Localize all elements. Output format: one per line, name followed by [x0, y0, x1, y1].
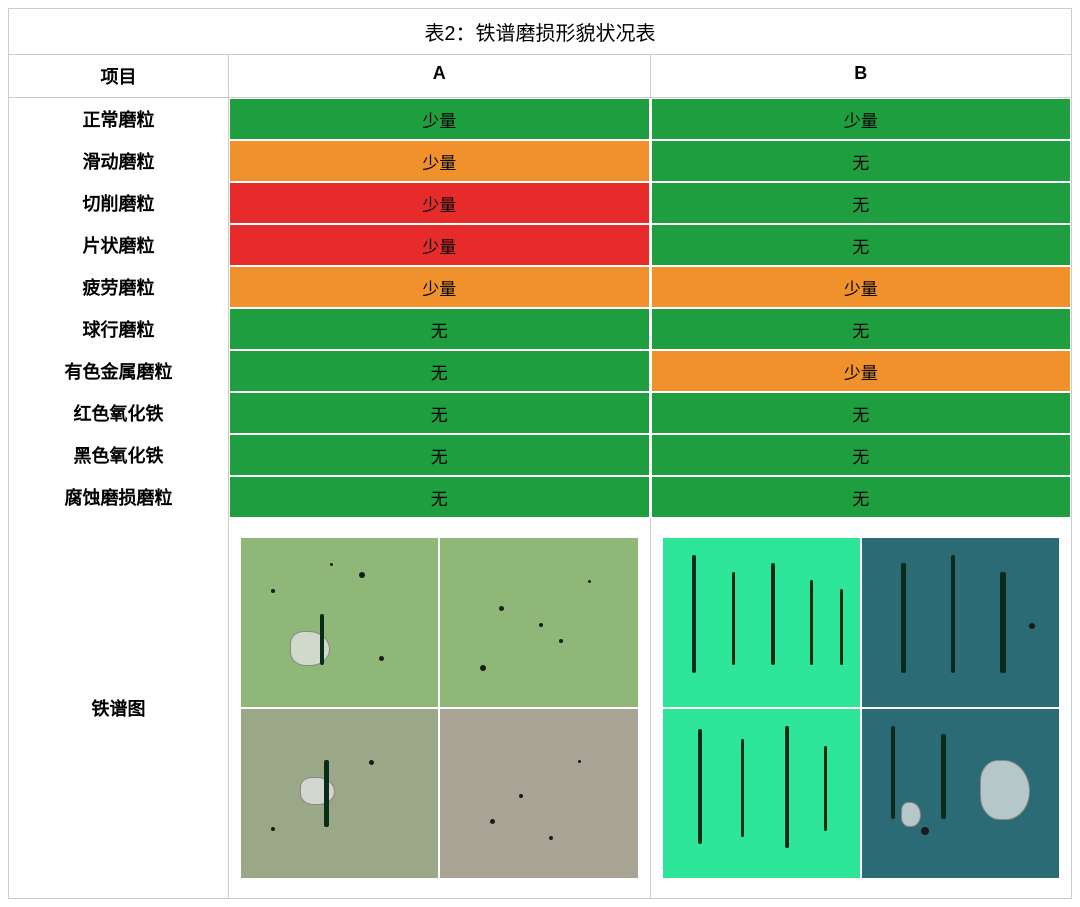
- micrograph-panel: [862, 709, 1059, 878]
- table-header-row: 项目 A B: [9, 55, 1071, 98]
- cell-value-a: 无: [230, 477, 650, 517]
- micrograph-particle: [1029, 623, 1035, 629]
- micrograph-particle: [824, 746, 827, 831]
- cell-value-a: 少量: [230, 99, 650, 139]
- micrograph-particle: [588, 580, 591, 583]
- row-label: 切削磨粒: [9, 182, 229, 224]
- micrograph-particle: [810, 580, 813, 665]
- micrograph-particle: [901, 802, 921, 827]
- row-label: 片状磨粒: [9, 224, 229, 266]
- cell-value-a: 少量: [230, 141, 650, 181]
- micrograph-panel: [862, 538, 1059, 707]
- table-row: 腐蚀磨损磨粒无无: [9, 476, 1071, 518]
- cell-value-b: 少量: [652, 351, 1071, 391]
- micrograph-particle: [480, 665, 486, 671]
- micrograph-particle: [1000, 572, 1006, 673]
- micrograph-particle: [578, 760, 581, 763]
- row-label: 滑动磨粒: [9, 140, 229, 182]
- micrograph-particle: [980, 760, 1030, 820]
- table-row: 片状磨粒少量无: [9, 224, 1071, 266]
- cell-value-b: 无: [652, 477, 1071, 517]
- row-label: 球行磨粒: [9, 308, 229, 350]
- micrograph-particle: [921, 827, 929, 835]
- micrograph-panel: [440, 538, 637, 707]
- row-label: 正常磨粒: [9, 98, 229, 140]
- micrograph-particle: [732, 572, 735, 665]
- table-row: 切削磨粒少量无: [9, 182, 1071, 224]
- image-row-label: 铁谱图: [9, 518, 229, 898]
- micrograph-particle: [941, 734, 946, 819]
- micrograph-particle: [559, 639, 563, 643]
- micrograph-particle: [771, 563, 775, 664]
- micrograph-panel: [241, 538, 438, 707]
- micrograph-particle: [741, 739, 744, 837]
- cell-value-a: 无: [230, 435, 650, 475]
- row-label: 红色氧化铁: [9, 392, 229, 434]
- micrograph-particle: [320, 614, 324, 665]
- micrograph-panel: [241, 709, 438, 878]
- micrograph-particle: [271, 827, 275, 831]
- micrograph-particle: [549, 836, 553, 840]
- cell-value-a: 无: [230, 351, 650, 391]
- micrograph-particle: [359, 572, 365, 578]
- micrograph-particle: [901, 563, 906, 673]
- micrograph-particle: [290, 631, 330, 666]
- image-row: 铁谱图: [9, 518, 1071, 898]
- row-label: 黑色氧化铁: [9, 434, 229, 476]
- micrograph-particle: [891, 726, 895, 819]
- micrograph-panel: [663, 709, 860, 878]
- cell-value-a: 少量: [230, 267, 650, 307]
- table-row: 球行磨粒无无: [9, 308, 1071, 350]
- row-label: 疲劳磨粒: [9, 266, 229, 308]
- micrograph-particle: [539, 623, 543, 627]
- micrograph-particle: [490, 819, 495, 824]
- micrograph-particle: [300, 777, 335, 805]
- ferrograph-image-a: [229, 518, 651, 898]
- micrograph-particle: [379, 656, 384, 661]
- cell-value-a: 少量: [230, 183, 650, 223]
- cell-value-b: 无: [652, 183, 1071, 223]
- cell-value-a: 无: [230, 309, 650, 349]
- row-label: 有色金属磨粒: [9, 350, 229, 392]
- cell-value-b: 无: [652, 435, 1071, 475]
- micrograph-panel: [663, 538, 860, 707]
- header-label: 项目: [9, 55, 229, 97]
- micrograph-particle: [698, 729, 702, 844]
- row-label: 腐蚀磨损磨粒: [9, 476, 229, 518]
- cell-value-b: 少量: [652, 267, 1071, 307]
- table-row: 有色金属磨粒无少量: [9, 350, 1071, 392]
- micrograph-particle: [840, 589, 843, 665]
- cell-value-b: 无: [652, 309, 1071, 349]
- cell-value-a: 无: [230, 393, 650, 433]
- table-body: 正常磨粒少量少量滑动磨粒少量无切削磨粒少量无片状磨粒少量无疲劳磨粒少量少量球行磨…: [9, 98, 1071, 518]
- table-row: 正常磨粒少量少量: [9, 98, 1071, 140]
- micrograph-particle: [499, 606, 504, 611]
- table-title: 表2：铁谱磨损形貌状况表: [9, 9, 1071, 55]
- wear-morphology-table: 表2：铁谱磨损形貌状况表 项目 A B 正常磨粒少量少量滑动磨粒少量无切削磨粒少…: [8, 8, 1072, 899]
- micrograph-particle: [330, 563, 333, 566]
- micrograph-particle: [324, 760, 329, 828]
- micrograph-particle: [692, 555, 696, 673]
- table-row: 红色氧化铁无无: [9, 392, 1071, 434]
- table-row: 疲劳磨粒少量少量: [9, 266, 1071, 308]
- cell-value-b: 无: [652, 393, 1071, 433]
- header-col-b: B: [651, 55, 1072, 97]
- ferrograph-image-b: [651, 518, 1072, 898]
- cell-value-b: 少量: [652, 99, 1071, 139]
- table-row: 黑色氧化铁无无: [9, 434, 1071, 476]
- header-col-a: A: [229, 55, 651, 97]
- cell-value-a: 少量: [230, 225, 650, 265]
- micrograph-particle: [271, 589, 275, 593]
- micrograph-panel: [440, 709, 637, 878]
- cell-value-b: 无: [652, 225, 1071, 265]
- micrograph-particle: [519, 794, 523, 798]
- micrograph-particle: [369, 760, 374, 765]
- table-row: 滑动磨粒少量无: [9, 140, 1071, 182]
- cell-value-b: 无: [652, 141, 1071, 181]
- micrograph-particle: [785, 726, 789, 848]
- micrograph-particle: [951, 555, 955, 673]
